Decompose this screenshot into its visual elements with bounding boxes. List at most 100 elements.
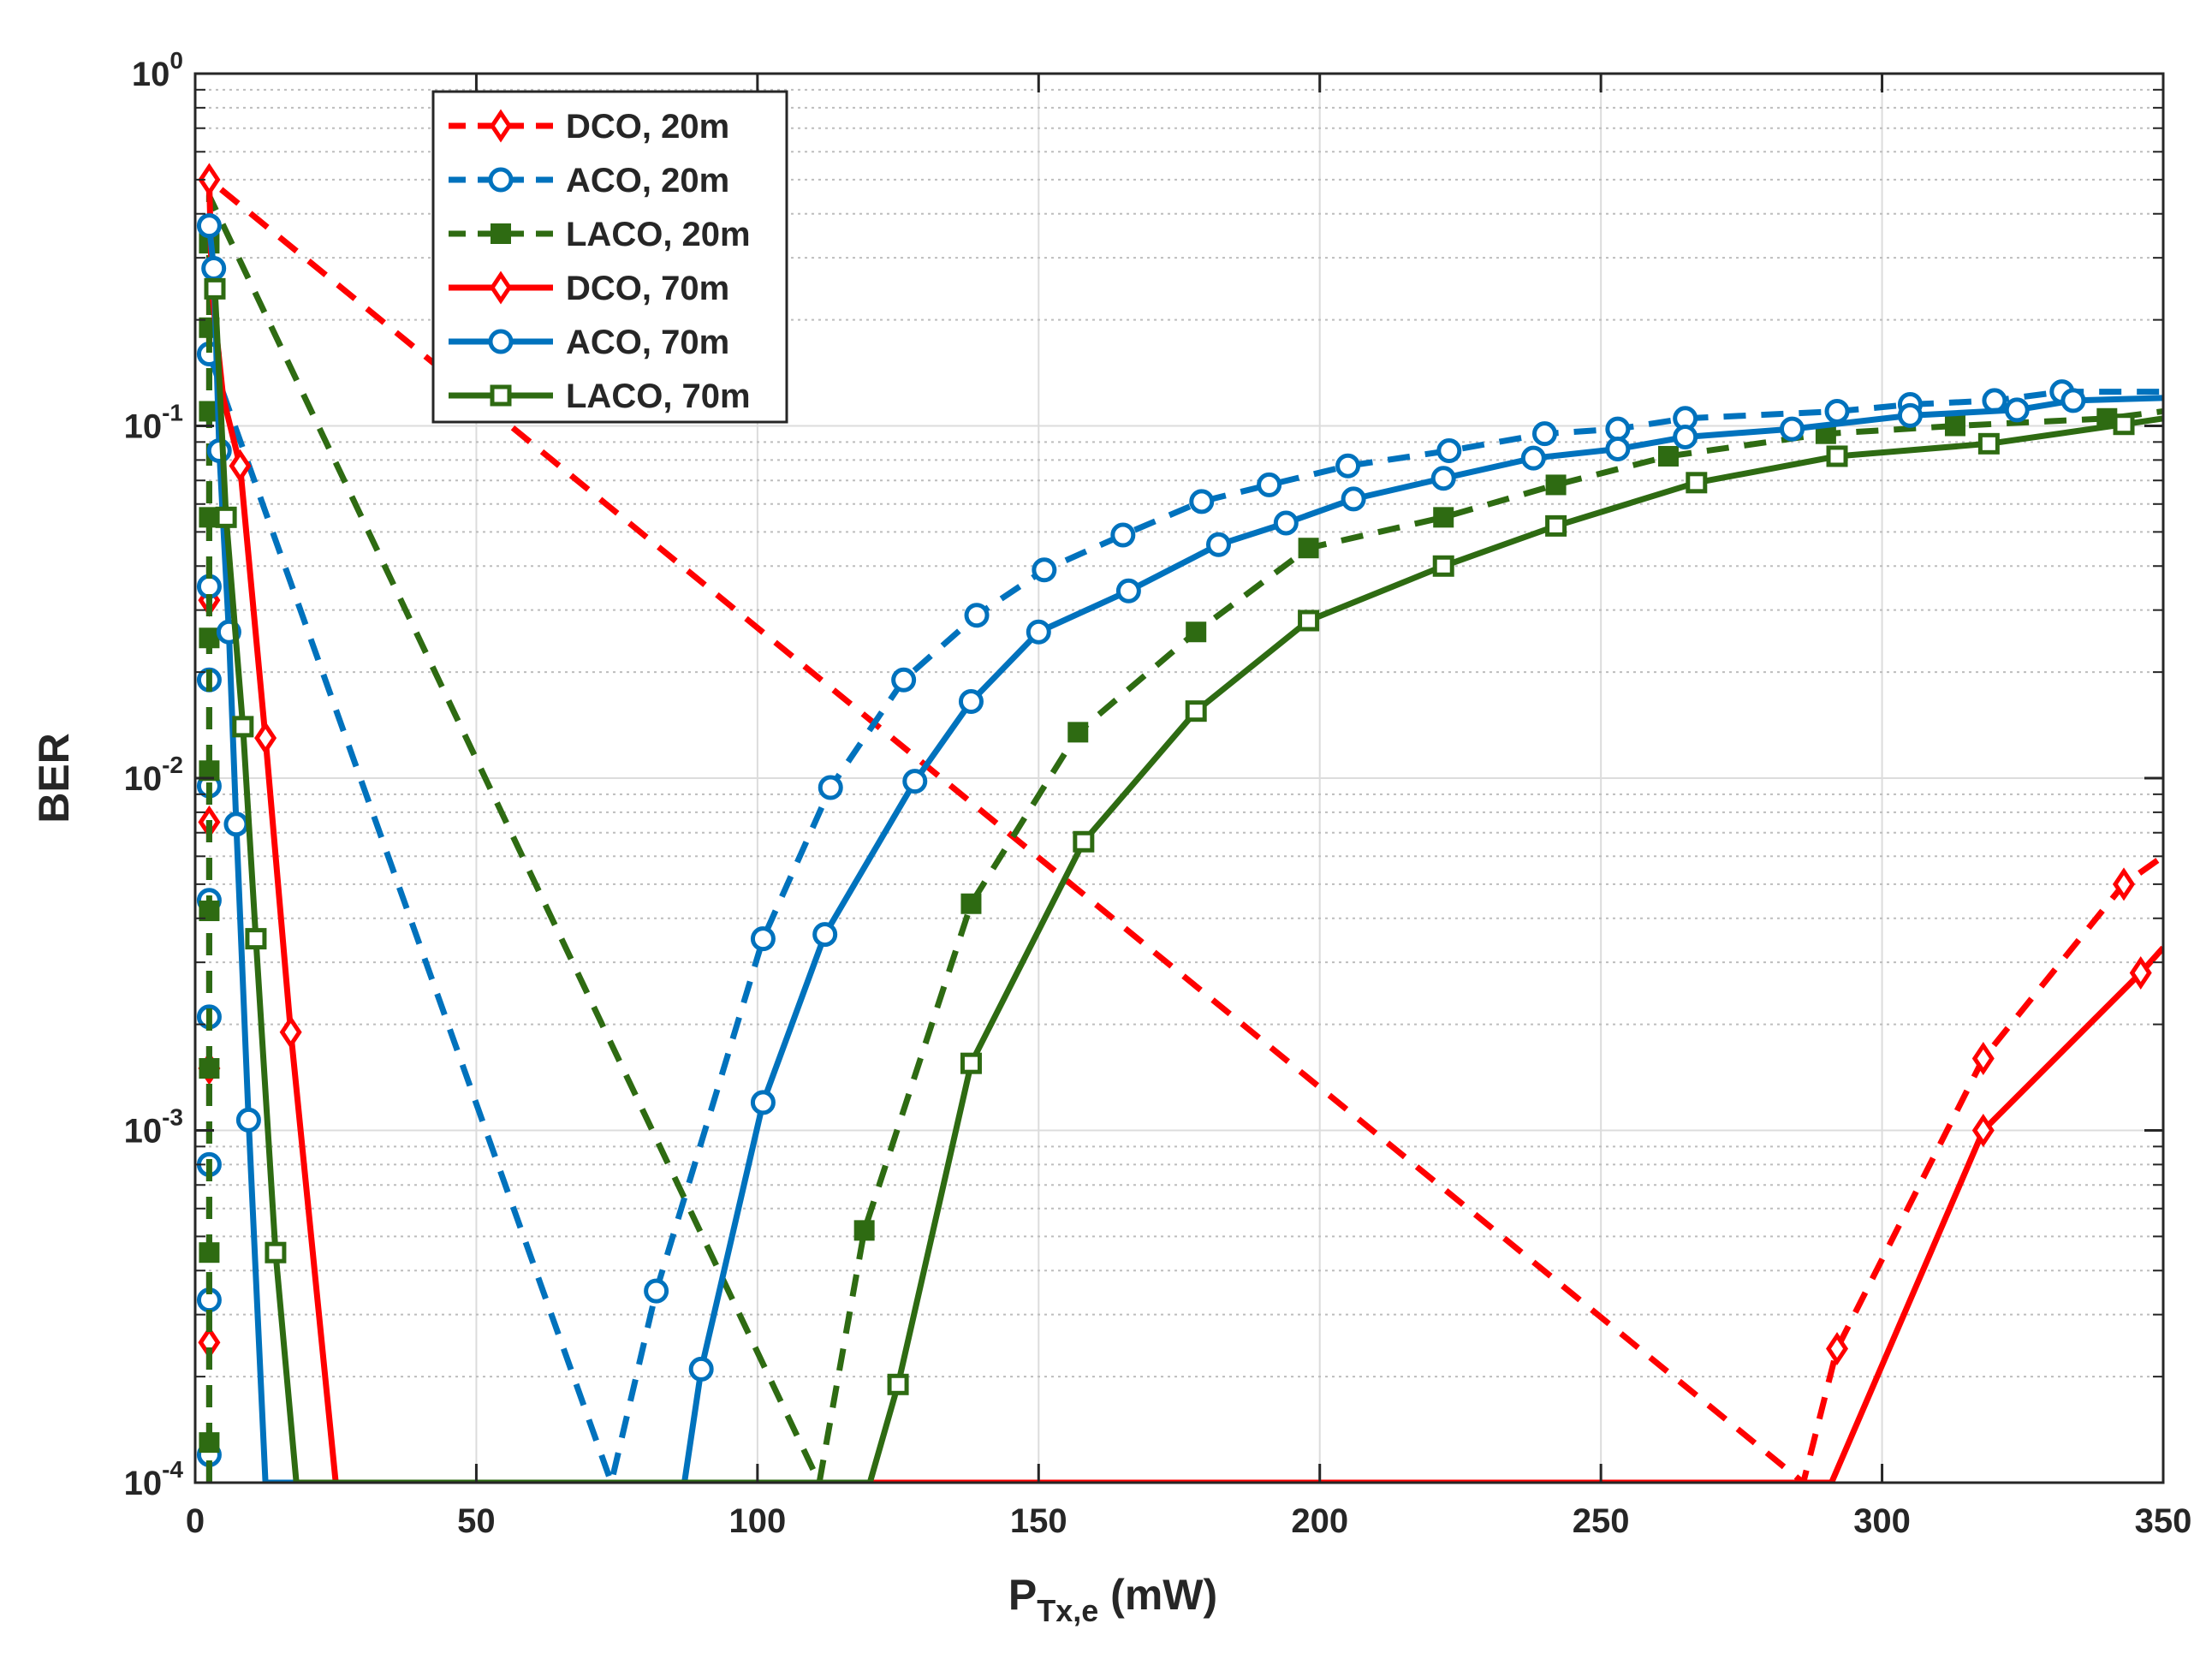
data-point-circle: [1897, 402, 1923, 428]
data-point-circle: [1605, 436, 1631, 461]
data-point-square: [1298, 609, 1320, 632]
data-point-circle: [223, 812, 249, 837]
data-point-circle: [1341, 486, 1366, 512]
data-point-circle: [1273, 510, 1299, 536]
data-point-circle: [488, 329, 514, 354]
data-point-square: [1545, 474, 1567, 496]
data-point-square: [1944, 415, 1965, 437]
data-point-circle: [1520, 445, 1546, 471]
data-point-diamond: [1971, 1113, 1995, 1148]
legend-label: ACO, 20m: [566, 162, 729, 199]
data-point-circle: [1032, 557, 1057, 583]
data-point-square: [265, 1241, 287, 1264]
data-point-circle: [902, 769, 928, 794]
data-point-circle: [1779, 416, 1805, 442]
data-point-circle: [1605, 416, 1631, 442]
data-point-square: [1657, 445, 1679, 467]
data-point-circle: [1531, 421, 1557, 447]
data-point-circle: [1115, 578, 1141, 604]
data-point-circle: [2004, 397, 2030, 423]
x-axis-label-subscript: Tx,e: [1037, 1593, 1098, 1628]
axis-ticks: 0 50 100 150 200 250 300 350 100 10-1 10-2 10-3 10-4: [124, 47, 2192, 1540]
x-tick-label: 250: [1573, 1502, 1630, 1540]
data-point-circle: [488, 167, 514, 193]
data-point-square: [1545, 514, 1567, 537]
data-point-square: [1073, 830, 1095, 853]
data-point-square: [199, 901, 220, 922]
series-line: [211, 288, 2163, 1483]
data-point-square: [199, 1242, 220, 1264]
legend-label: DCO, 70m: [566, 270, 729, 307]
data-point-square: [232, 716, 254, 738]
data-point-circle: [1189, 489, 1215, 514]
data-point-square: [853, 1220, 875, 1241]
data-point-square: [490, 384, 512, 407]
data-point-diamond: [1971, 1041, 1995, 1076]
data-point-square: [2113, 413, 2135, 436]
legend-label: DCO, 20m: [566, 108, 729, 146]
data-point-circle: [1430, 466, 1456, 491]
data-point-circle: [1436, 438, 1462, 464]
data-point-diamond: [2129, 955, 2152, 990]
data-point-square: [199, 760, 220, 782]
data-point-square: [887, 1373, 909, 1395]
x-tick-label: 50: [457, 1502, 496, 1540]
x-axis-label-unit: (mW): [1098, 1571, 1217, 1619]
legend-label: ACO, 70m: [566, 324, 729, 361]
data-point-circle: [1026, 619, 1051, 645]
data-point-circle: [206, 438, 232, 464]
data-point-circle: [891, 667, 917, 693]
data-point-square: [1298, 538, 1319, 559]
data-point-square: [1433, 507, 1454, 528]
data-point-circle: [1110, 522, 1136, 548]
legend-item[interactable]: ACO, 70m: [449, 324, 729, 361]
x-axis-label-main: P: [1008, 1571, 1037, 1619]
x-tick-label: 100: [728, 1502, 786, 1540]
data-point-square: [491, 223, 511, 244]
data-point-circle: [1824, 398, 1850, 424]
y-tick-label: 10-3: [124, 1104, 183, 1151]
series-aco-20m: [196, 342, 2163, 1483]
data-point-diamond: [489, 271, 513, 305]
data-point-square: [960, 1052, 982, 1074]
data-point-circle: [818, 775, 843, 800]
series-laco-20m: [199, 193, 2163, 1483]
x-tick-label: 300: [1853, 1502, 1911, 1540]
legend-item[interactable]: DCO, 20m: [449, 108, 729, 146]
data-point-square: [1826, 445, 1848, 467]
data-point-square: [204, 277, 226, 300]
data-point-circle: [196, 213, 222, 239]
data-point-circle: [958, 689, 984, 715]
data-point-circle: [688, 1356, 714, 1382]
data-point-square: [960, 893, 982, 914]
data-point-square: [1186, 621, 1207, 643]
data-point-square: [245, 928, 267, 950]
data-point-circle: [750, 926, 776, 952]
data-point-square: [199, 1432, 220, 1454]
legend-label: LACO, 70m: [566, 378, 751, 415]
legend-item[interactable]: LACO, 70m: [449, 378, 751, 415]
legend[interactable]: DCO, 20m ACO, 20m LACO, 20m DCO, 70m ACO, 70…: [431, 90, 788, 424]
y-tick-label: 10-4: [124, 1456, 184, 1502]
data-point-diamond: [489, 109, 513, 143]
data-point-circle: [1673, 424, 1698, 449]
legend-item[interactable]: DCO, 70m: [449, 270, 729, 307]
data-point-circle: [1335, 453, 1361, 479]
series-layer: [196, 163, 2163, 1483]
data-point-circle: [644, 1278, 669, 1304]
data-point-circle: [235, 1107, 261, 1133]
data-point-circle: [2060, 388, 2086, 413]
data-point-diamond: [279, 1015, 302, 1050]
legend-item[interactable]: ACO, 20m: [449, 162, 729, 199]
data-point-diamond: [1826, 1332, 1849, 1366]
series-laco-70m: [204, 277, 2163, 1483]
data-point-diamond: [229, 449, 252, 483]
data-point-square: [199, 1058, 220, 1079]
legend-item[interactable]: LACO, 20m: [449, 216, 751, 253]
data-point-circle: [1205, 532, 1231, 557]
x-tick-label: 0: [186, 1502, 205, 1540]
data-point-circle: [196, 574, 222, 599]
y-tick-label: 100: [132, 47, 183, 93]
data-point-circle: [750, 1090, 776, 1115]
